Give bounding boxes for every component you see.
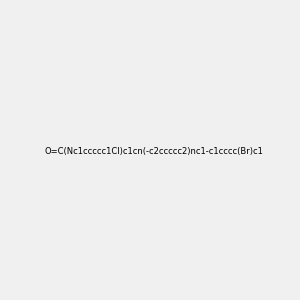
Text: O=C(Nc1ccccc1Cl)c1cn(-c2ccccc2)nc1-c1cccc(Br)c1: O=C(Nc1ccccc1Cl)c1cn(-c2ccccc2)nc1-c1ccc… (44, 147, 263, 156)
